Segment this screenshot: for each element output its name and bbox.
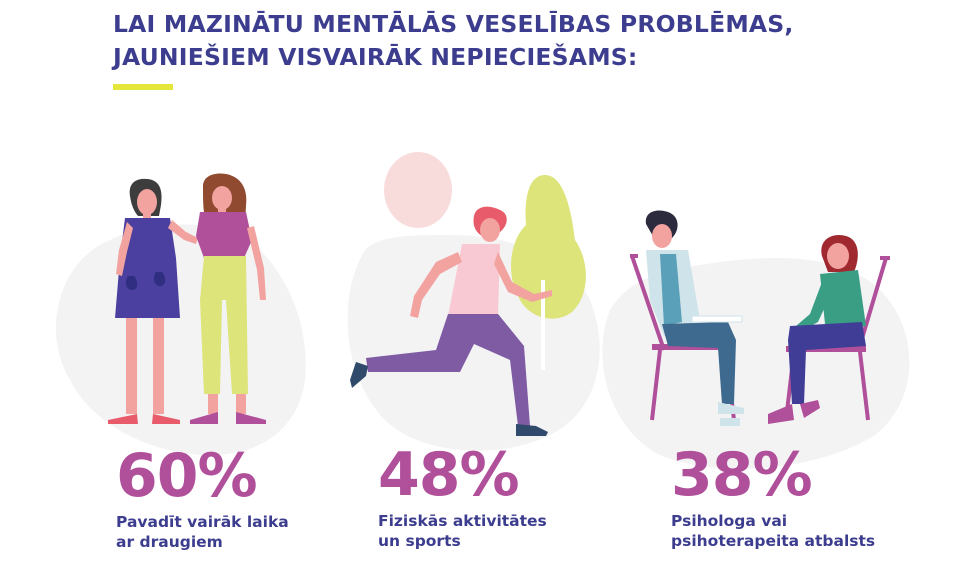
stat-value: 48% [378,440,520,510]
stat-label-line-2: ar draugiem [116,533,223,551]
stat-label: Psihologa vai psihoterapeita atbalsts [671,511,891,551]
title-line-2: JAUNIEŠIEM VISVAIRĀK NEPIECIEŠAMS: [113,43,638,71]
background-blob-1 [55,224,306,456]
page-title: LAI MAZINĀTU MENTĀLĀS VESELĪBAS PROBLĒMA… [113,8,794,74]
stat-label-line-2: psihoterapeita atbalsts [671,532,876,550]
friends-illustration [108,173,266,424]
stat-label: Fiziskās aktivitātes un sports [378,511,598,551]
stat-label-line-1: Fiziskās aktivitātes [378,512,547,530]
therapy-illustration [630,210,890,426]
stat-value: 60% [116,441,258,511]
stat-label-line-2: un sports [378,532,461,550]
title-line-1: LAI MAZINĀTU MENTĀLĀS VESELĪBAS PROBLĒMA… [113,10,794,38]
stat-label: Pavadīt vairāk laika ar draugiem [116,512,336,552]
stat-label-line-1: Pavadīt vairāk laika [116,513,289,531]
stat-value: 38% [671,440,813,510]
stat-label-line-1: Psihologa vai [671,512,788,530]
runner-illustration [350,152,586,436]
title-accent-bar [113,84,173,90]
